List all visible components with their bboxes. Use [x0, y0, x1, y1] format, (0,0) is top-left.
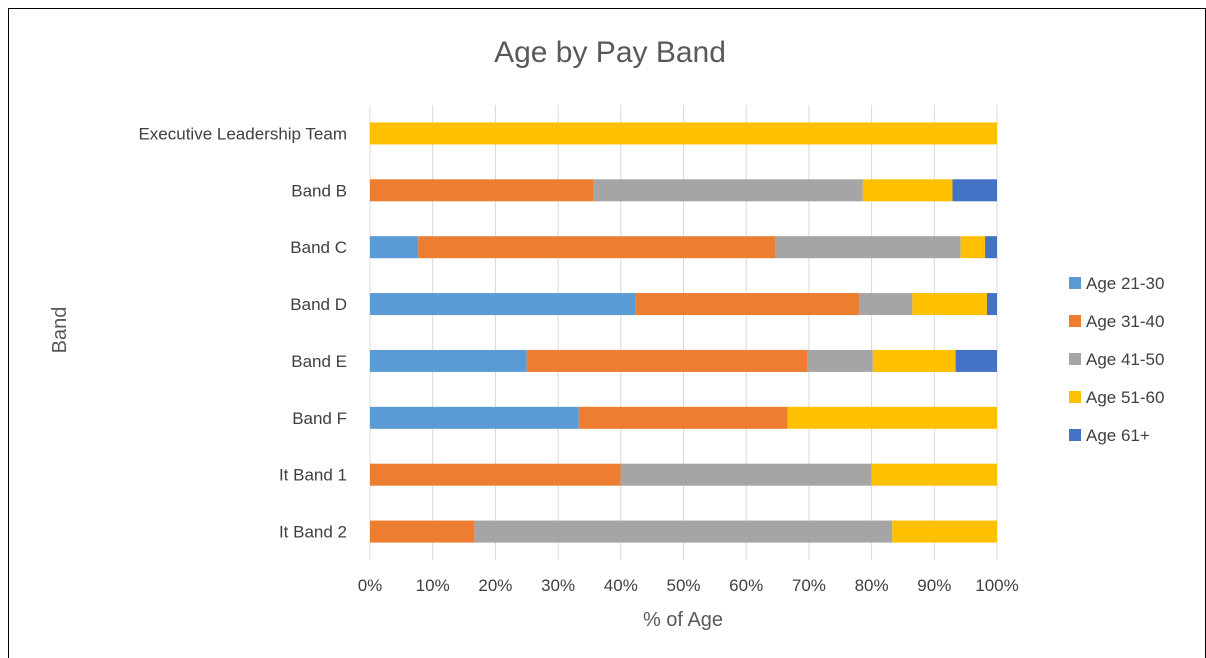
- category-label: Band D: [290, 295, 347, 314]
- x-tick-label: 30%: [541, 576, 575, 595]
- x-tick-labels: 0% 10% 20% 30% 40% 50% 60% 70% 80% 90% 100%: [358, 576, 1019, 595]
- bar-segment: [807, 349, 873, 372]
- bar-segment: [578, 406, 788, 429]
- category-label: It Band 1: [279, 466, 347, 485]
- bar-segment: [635, 293, 860, 316]
- bar-segment: [775, 236, 961, 259]
- bar-segment: [418, 236, 776, 259]
- legend-swatch: [1069, 315, 1081, 327]
- legend: Age 21-30 Age 31-40 Age 41-50 Age 51-60 Age …: [1069, 274, 1164, 445]
- x-axis-title: % of Age: [643, 609, 723, 631]
- legend-label: Age 21-30: [1086, 274, 1164, 293]
- category-label: Executive Leadership Team: [138, 124, 347, 143]
- bar-segment: [370, 179, 594, 202]
- x-tick-label: 40%: [604, 576, 638, 595]
- legend-label: Age 31-40: [1086, 312, 1164, 331]
- bar-segment: [892, 520, 997, 543]
- chart-frame: [8, 8, 1206, 658]
- bar-segment: [370, 349, 527, 372]
- category-label: Band C: [290, 238, 347, 257]
- bar-segment: [593, 179, 863, 202]
- bar-segment: [960, 236, 986, 259]
- x-tick-label: 0%: [358, 576, 383, 595]
- gridlines: [369, 105, 998, 560]
- bar-segment: [370, 520, 475, 543]
- category-labels: Executive Leadership Team Band B Band C Ban…: [138, 124, 347, 541]
- legend-label: Age 41-50: [1086, 350, 1164, 369]
- legend-label: Age 61+: [1086, 426, 1150, 445]
- bar-segment: [370, 406, 579, 429]
- category-label: Band F: [292, 409, 347, 428]
- bar-segment: [370, 293, 636, 316]
- bar-segment: [526, 349, 808, 372]
- bar-segment: [872, 349, 956, 372]
- bar-segment: [787, 406, 997, 429]
- bars: [370, 122, 997, 543]
- bar-segment: [370, 236, 419, 259]
- category-label: Band B: [291, 181, 347, 200]
- x-tick-label: 60%: [729, 576, 763, 595]
- bar-segment: [955, 349, 997, 372]
- y-axis-title: Band: [49, 307, 71, 354]
- x-tick-label: 100%: [975, 576, 1018, 595]
- category-label: It Band 2: [279, 523, 347, 542]
- legend-label: Age 51-60: [1086, 388, 1164, 407]
- x-tick-label: 10%: [416, 576, 450, 595]
- legend-swatch: [1069, 429, 1081, 441]
- bar-segment: [620, 463, 872, 486]
- bar-segment: [985, 236, 997, 259]
- legend-swatch: [1069, 277, 1081, 289]
- legend-swatch: [1069, 353, 1081, 365]
- bar-segment: [986, 293, 997, 316]
- x-tick-label: 70%: [792, 576, 826, 595]
- bar-segment: [912, 293, 987, 316]
- category-label: Band E: [291, 352, 347, 371]
- bar-segment: [952, 179, 997, 202]
- x-tick-label: 20%: [478, 576, 512, 595]
- chart-title: Age by Pay Band: [494, 36, 726, 69]
- bar-segment: [859, 293, 913, 316]
- x-tick-label: 50%: [666, 576, 700, 595]
- bar-segment: [474, 520, 893, 543]
- bar-segment: [871, 463, 997, 486]
- x-tick-label: 80%: [855, 576, 889, 595]
- bar-segment: [862, 179, 953, 202]
- bar-segment: [370, 122, 997, 145]
- x-tick-label: 90%: [917, 576, 951, 595]
- legend-swatch: [1069, 391, 1081, 403]
- bar-segment: [370, 463, 621, 486]
